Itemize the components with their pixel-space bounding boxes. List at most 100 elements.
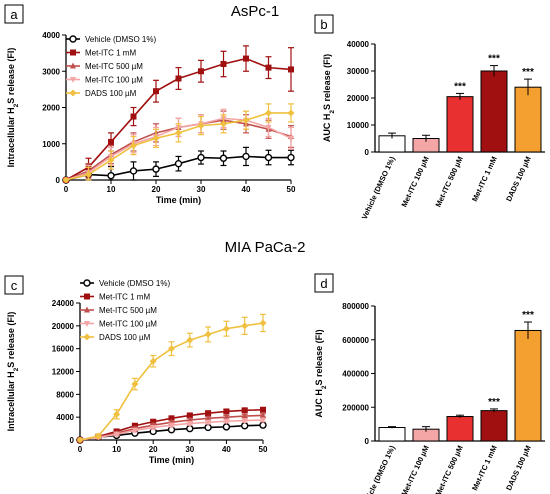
data-point — [222, 423, 231, 431]
data-point — [241, 418, 248, 425]
category-label: Met-ITC 100 µM — [400, 155, 431, 208]
bar — [480, 410, 508, 442]
y-tick-label: 0 — [365, 437, 370, 446]
legend-entry: Met-ITC 100 µM — [99, 320, 157, 329]
data-point — [130, 142, 137, 150]
y-tick-label: 24000 — [52, 299, 75, 308]
data-point — [223, 413, 230, 420]
data-point — [288, 66, 294, 73]
series-1 — [63, 45, 294, 183]
legend-entry: Met-ITC 1 mM — [99, 293, 150, 302]
x-tick-label: 50 — [287, 185, 296, 194]
category-label: Met-ITC 1 mM — [470, 155, 499, 203]
y-axis-label: AUC H2S release (FI) — [314, 329, 328, 417]
x-tick-label: 50 — [259, 445, 268, 454]
data-point — [265, 64, 272, 71]
legend-entry: Vehicle (DMSO 1%) — [85, 35, 156, 44]
panel-label-box-b — [314, 14, 334, 34]
legend-entry: Met-ITC 500 µM — [85, 62, 143, 71]
category-label: DADS 100 µM — [504, 444, 533, 492]
bar — [514, 329, 542, 442]
y-tick-label: 10000 — [347, 121, 370, 130]
y-tick-label: 3000 — [42, 67, 60, 76]
data-point — [152, 134, 160, 142]
data-point — [175, 129, 182, 137]
data-point — [168, 415, 175, 422]
data-point — [107, 156, 115, 164]
data-point — [85, 171, 92, 179]
legend-entry: Met-ITC 100 µM — [85, 76, 143, 85]
panel-label-box-d — [314, 273, 334, 293]
data-point — [241, 407, 248, 414]
data-point — [264, 153, 273, 162]
data-point — [260, 417, 266, 424]
panel-label-box-c — [4, 275, 24, 295]
bar — [514, 86, 542, 153]
data-point — [223, 418, 230, 425]
y-tick-label: 20000 — [52, 322, 75, 331]
x-tick-label: 20 — [149, 445, 158, 454]
legend-marker — [83, 279, 91, 287]
bar — [446, 96, 474, 153]
data-point — [168, 422, 175, 429]
panel-label-box-a — [4, 4, 24, 24]
legend-marker — [69, 89, 77, 97]
category-label: Met-ITC 500 µM — [434, 155, 465, 208]
bar — [480, 70, 508, 153]
data-point — [186, 420, 193, 427]
data-point — [113, 431, 120, 438]
x-axis-label: Time (min) — [156, 195, 201, 205]
category-label: Vehicle (DMSO 1%) — [360, 155, 397, 221]
x-axis-label: Time (min) — [149, 455, 194, 465]
y-tick-label: 40000 — [347, 40, 370, 49]
y-tick-label: 30000 — [347, 67, 370, 76]
data-point — [131, 380, 139, 388]
legend-entry: DADS 100 µM — [85, 89, 137, 98]
category-label: Met-ITC 1 mM — [470, 444, 499, 492]
panel-c: c 0 4000 8000 12000 16000 20000 24000 0 10 20 30 40 5… — [4, 275, 268, 465]
panel-a: a 0 1000 2000 3000 4000 0 10 20 30 40 50 Time (min) V… — [4, 4, 296, 205]
x-tick-label: 10 — [107, 185, 116, 194]
significance-label: *** — [488, 54, 500, 65]
legend-entry: Met-ITC 1 mM — [85, 49, 136, 58]
data-point — [152, 165, 160, 173]
y-tick-label: 12000 — [52, 368, 75, 377]
legend-marker — [70, 49, 76, 56]
legend-marker — [69, 35, 77, 43]
data-point — [197, 153, 205, 162]
x-tick-label: 30 — [185, 445, 194, 454]
y-axis-label: AUC H2S release (FI) — [322, 54, 336, 142]
y-tick-label: 600000 — [342, 336, 369, 345]
data-point — [113, 410, 121, 418]
data-point — [175, 75, 182, 82]
y-axis-label: Intracellular H2S release (FI) — [6, 48, 20, 168]
category-label: DADS 100 µM — [504, 155, 533, 203]
category-label: Vehicle (DMSO 1%) — [360, 444, 397, 494]
y-tick-label: 8000 — [56, 390, 74, 399]
data-point — [62, 176, 70, 184]
data-point — [265, 124, 272, 131]
data-point — [243, 55, 249, 62]
panel-label-a: a — [10, 7, 18, 22]
data-point — [153, 88, 159, 95]
data-point — [241, 412, 248, 419]
data-point — [242, 116, 250, 124]
bar — [378, 427, 406, 442]
x-tick-label: 0 — [64, 185, 69, 194]
data-point — [265, 109, 272, 117]
legend-marker — [84, 306, 90, 313]
data-point — [198, 68, 204, 75]
y-tick-label: 2000 — [42, 104, 60, 113]
bar — [446, 416, 474, 442]
data-point — [287, 153, 295, 162]
y-tick-label: 20000 — [347, 94, 370, 103]
title-bottom: MIA PaCa-2 — [225, 239, 306, 256]
data-point — [288, 135, 294, 142]
legend-marker — [70, 77, 76, 83]
data-point — [129, 167, 138, 175]
x-tick-label: 40 — [222, 445, 231, 454]
data-point — [149, 357, 157, 365]
data-point — [220, 120, 227, 128]
x-tick-label: 10 — [112, 445, 121, 454]
